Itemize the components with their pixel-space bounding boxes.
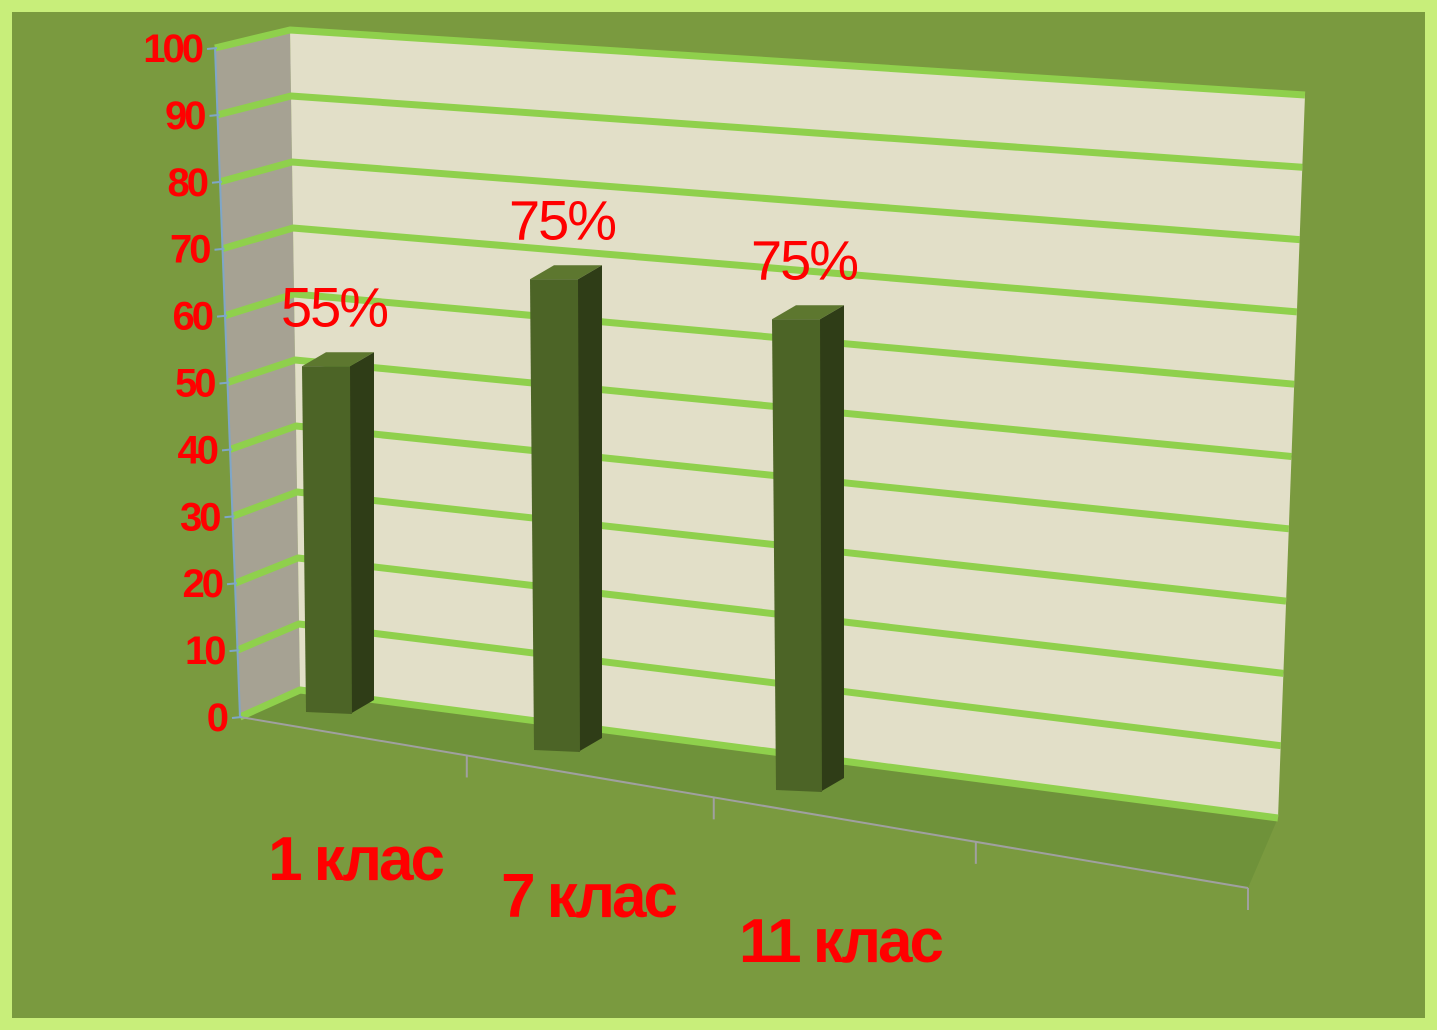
y-tick-mark [206,47,218,50]
y-tick-label: 40 [178,428,218,472]
category-label: 11 клас [739,907,942,976]
data-label: 55% [281,275,387,338]
bar-side-face [820,305,844,792]
x-axis-line [239,716,1249,889]
y-tick-mark [229,649,240,653]
y-tick-label: 10 [185,629,225,673]
gridline [228,422,1290,533]
bars [302,265,844,792]
gridline [219,158,1300,244]
y-tick-mark [216,314,228,318]
category-label: 7 клас [501,862,676,931]
y-tick-mark [221,448,233,452]
gridline [238,686,1279,822]
x-axis-ticks [465,755,1249,910]
gridline [221,224,1298,316]
y-tick-label: 70 [170,228,210,272]
y-tick-label: 60 [173,295,213,339]
y-tick-label: 100 [143,27,202,71]
bar-top-face [530,265,602,280]
bar-side-face [578,265,602,752]
category-labels: 1 клас 7 клас 11 клас [268,825,945,976]
y-tick-mark [209,113,220,117]
gridline [216,92,1303,171]
gridline [223,290,1295,388]
bar-front-face [530,279,580,752]
bar [302,352,374,714]
bar-top-face [302,352,374,367]
y-tick-mark [224,515,235,519]
gridlines [214,26,1306,822]
y-tick-label: 80 [168,161,208,205]
y-tick-label: 20 [183,562,223,606]
gridline [236,620,1282,750]
y-tick-mark [226,582,238,586]
y-tick-label: 90 [165,94,205,138]
floor [240,690,1278,888]
bar-front-face [302,366,352,714]
data-label: 75% [751,228,857,291]
y-tick-mark [219,381,230,385]
y-axis-labels: 0 10 20 30 40 50 60 70 80 90 100 [143,27,243,740]
y-tick-mark [211,180,223,184]
gridline [214,26,1306,99]
y-tick-label: 30 [180,495,220,539]
y-tick-mark [214,247,225,251]
gridline [231,488,1287,605]
y-tick-label: 50 [175,362,215,406]
gridline [226,356,1292,460]
bar-side-face [350,352,374,714]
data-labels: 55% 75% 75% [281,188,859,338]
bar [772,305,844,792]
data-label: 75% [509,188,615,251]
category-label: 1 клас [268,825,443,894]
y-tick-label: 0 [207,696,228,740]
bar [530,265,602,752]
bar-top-face [772,305,844,320]
gridline [233,554,1284,677]
y-tick-mark [231,716,243,719]
bar-front-face [772,319,822,792]
